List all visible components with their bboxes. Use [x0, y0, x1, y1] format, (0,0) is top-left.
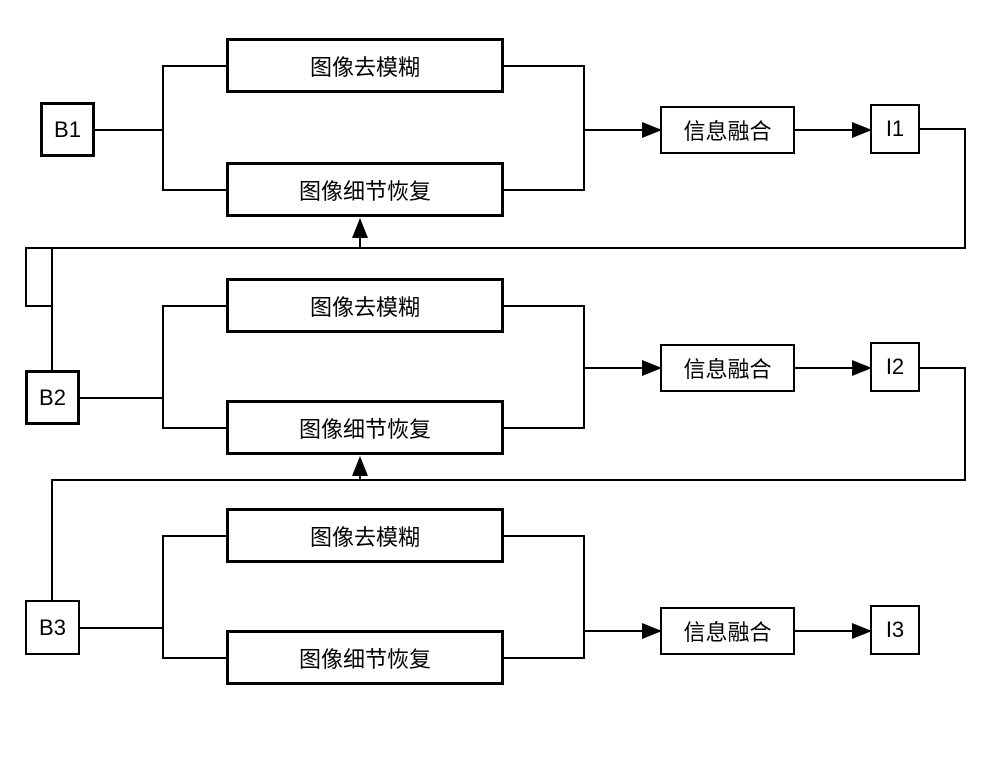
node-fusion-2-label: 信息融合	[683, 352, 771, 384]
node-detail-1-label: 图像细节恢复	[299, 174, 431, 206]
edge-merge1_to_f1	[504, 66, 660, 190]
node-deblur-1: 图像去模糊	[226, 38, 504, 93]
edge-merge2_to_f2	[504, 306, 660, 428]
node-i3-label: I3	[886, 617, 904, 643]
node-i2-label: I2	[886, 354, 904, 380]
node-b1: B1	[40, 102, 95, 157]
node-i1-label: I1	[886, 116, 904, 142]
node-fusion-1-label: 信息融合	[683, 114, 771, 146]
node-b2: B2	[25, 370, 80, 425]
node-detail-3-label: 图像细节恢复	[299, 642, 431, 674]
node-deblur-3-label: 图像去模糊	[310, 520, 420, 552]
node-i2: I2	[870, 342, 920, 392]
node-b3-label: B3	[39, 615, 66, 641]
node-detail-2: 图像细节恢复	[226, 400, 504, 455]
node-b3: B3	[25, 600, 80, 655]
edge-b2_split	[80, 306, 226, 428]
node-fusion-3: 信息融合	[660, 607, 795, 655]
node-i3: I3	[870, 605, 920, 655]
edge-b3_split	[80, 536, 226, 658]
edge-b1_split	[95, 66, 226, 190]
node-deblur-2-label: 图像去模糊	[310, 290, 420, 322]
edge-i2_feedback	[52, 368, 965, 600]
node-detail-2-label: 图像细节恢复	[299, 412, 431, 444]
node-i1: I1	[870, 104, 920, 154]
node-detail-3: 图像细节恢复	[226, 630, 504, 685]
node-detail-1: 图像细节恢复	[226, 162, 504, 217]
node-b1-label: B1	[54, 117, 81, 143]
edge-merge3_to_f3	[504, 536, 660, 658]
node-deblur-1-label: 图像去模糊	[310, 50, 420, 82]
node-b2-label: B2	[39, 385, 66, 411]
node-deblur-2: 图像去模糊	[226, 278, 504, 333]
node-fusion-1: 信息融合	[660, 106, 795, 154]
node-deblur-3: 图像去模糊	[226, 508, 504, 563]
node-fusion-2: 信息融合	[660, 344, 795, 392]
node-fusion-3-label: 信息融合	[683, 615, 771, 647]
